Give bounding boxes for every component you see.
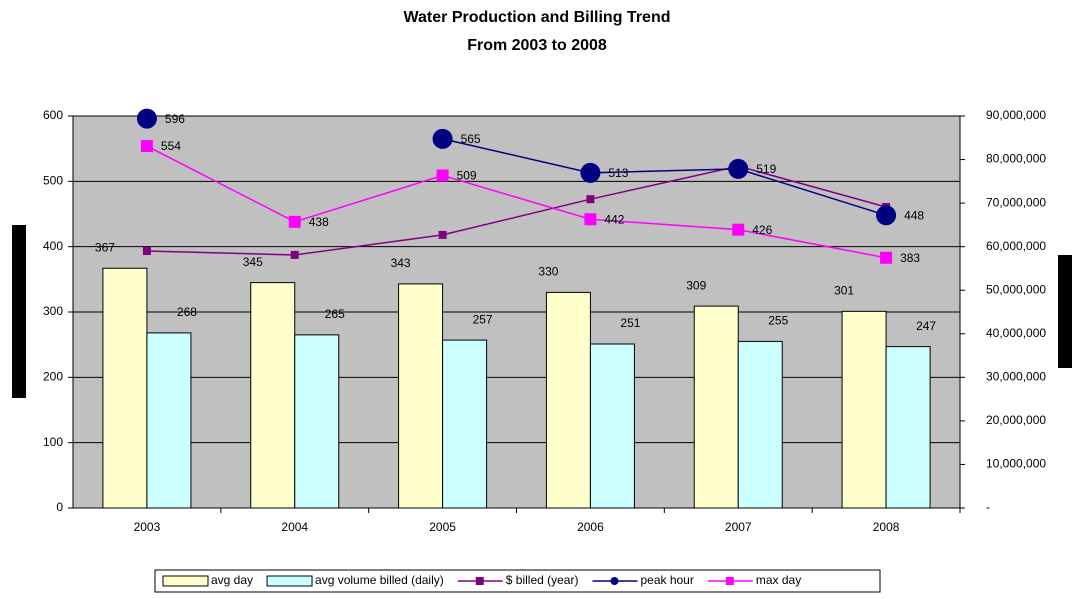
y-tick-label: 400 bbox=[43, 239, 63, 253]
line bbox=[146, 145, 887, 259]
y2-tick-label: 20,000,000 bbox=[986, 413, 1046, 427]
legend-label: avg volume billed (daily) bbox=[315, 573, 444, 587]
chart-title: Water Production and Billing Trend bbox=[404, 9, 671, 26]
data-label: 383 bbox=[900, 251, 920, 265]
marker bbox=[432, 128, 453, 149]
data-label: 257 bbox=[473, 312, 493, 326]
line bbox=[146, 165, 887, 256]
data-label: 343 bbox=[391, 256, 411, 270]
y2-tick-label: 70,000,000 bbox=[986, 195, 1046, 209]
bar bbox=[146, 332, 192, 509]
data-label: 554 bbox=[161, 139, 181, 153]
marker bbox=[136, 108, 157, 129]
legend-label: peak hour bbox=[640, 573, 693, 587]
x-tick-label: 2008 bbox=[873, 520, 900, 534]
x-tick-label: 2007 bbox=[725, 520, 752, 534]
marker bbox=[140, 140, 153, 153]
data-label: 513 bbox=[608, 166, 628, 180]
bar bbox=[737, 340, 783, 509]
y-axis-title-box bbox=[12, 225, 26, 398]
legend-label: max day bbox=[756, 573, 801, 587]
y-tick-label: 0 bbox=[56, 500, 63, 514]
chart-subtitle: From 2003 to 2008 bbox=[467, 37, 607, 54]
marker bbox=[290, 250, 299, 259]
legend-marker bbox=[725, 577, 734, 585]
marker bbox=[436, 169, 449, 182]
data-label: 301 bbox=[834, 284, 854, 298]
marker bbox=[880, 251, 893, 264]
data-label: 251 bbox=[620, 316, 640, 330]
y2-tick-label: 60,000,000 bbox=[986, 239, 1046, 253]
marker bbox=[580, 162, 601, 183]
bar bbox=[398, 283, 444, 509]
y-tick-label: 100 bbox=[43, 435, 63, 449]
marker bbox=[288, 215, 301, 228]
data-label: 309 bbox=[686, 278, 706, 292]
line bbox=[442, 138, 887, 217]
legend-swatch bbox=[266, 575, 313, 587]
y-tick-label: 600 bbox=[43, 108, 63, 122]
x-tick-label: 2004 bbox=[281, 520, 308, 534]
legend-label: $ billed (year) bbox=[506, 573, 579, 587]
x-tick-label: 2006 bbox=[577, 520, 604, 534]
bar bbox=[841, 310, 887, 509]
bar bbox=[250, 282, 296, 509]
marker bbox=[732, 223, 745, 236]
bar bbox=[102, 267, 148, 509]
data-label: 268 bbox=[177, 305, 197, 319]
legend-marker bbox=[610, 577, 619, 585]
y-tick-label: 300 bbox=[43, 304, 63, 318]
x-tick-label: 2005 bbox=[429, 520, 456, 534]
data-label: 519 bbox=[756, 162, 776, 176]
bar bbox=[294, 334, 340, 509]
bar bbox=[545, 291, 591, 509]
data-label: 330 bbox=[538, 265, 558, 279]
bar bbox=[885, 346, 931, 509]
marker bbox=[584, 213, 597, 226]
data-label: 255 bbox=[768, 314, 788, 328]
data-label: 265 bbox=[325, 307, 345, 321]
data-label: 367 bbox=[95, 240, 115, 254]
legend-label: avg day bbox=[211, 573, 253, 587]
data-label: 442 bbox=[604, 212, 624, 226]
y-tick-label: 500 bbox=[43, 174, 63, 188]
legend-swatch bbox=[162, 575, 209, 587]
marker bbox=[876, 205, 897, 226]
data-label: 247 bbox=[916, 319, 936, 333]
bar bbox=[693, 305, 739, 509]
x-tick-label: 2003 bbox=[134, 520, 161, 534]
data-label: 448 bbox=[904, 208, 924, 222]
data-label: 345 bbox=[243, 255, 263, 269]
y2-tick-label: 80,000,000 bbox=[986, 152, 1046, 166]
data-label: 438 bbox=[309, 215, 329, 229]
y2-tick-label: - bbox=[986, 500, 990, 514]
legend bbox=[154, 569, 881, 593]
marker bbox=[438, 230, 447, 239]
y2-axis-title-box bbox=[1058, 255, 1072, 368]
data-label: 565 bbox=[461, 132, 481, 146]
marker bbox=[586, 195, 595, 204]
y2-tick-label: 40,000,000 bbox=[986, 326, 1046, 340]
data-label: 426 bbox=[752, 223, 772, 237]
marker bbox=[142, 247, 151, 256]
bar bbox=[442, 339, 488, 509]
legend-marker bbox=[475, 577, 484, 585]
y2-tick-label: 30,000,000 bbox=[986, 370, 1046, 384]
y2-tick-label: 90,000,000 bbox=[986, 108, 1046, 122]
y2-tick-label: 50,000,000 bbox=[986, 282, 1046, 296]
bar bbox=[589, 343, 635, 509]
y2-tick-label: 10,000,000 bbox=[986, 457, 1046, 471]
y-tick-label: 200 bbox=[43, 370, 63, 384]
data-label: 509 bbox=[457, 169, 477, 183]
marker bbox=[728, 158, 749, 179]
data-label: 596 bbox=[165, 112, 185, 126]
